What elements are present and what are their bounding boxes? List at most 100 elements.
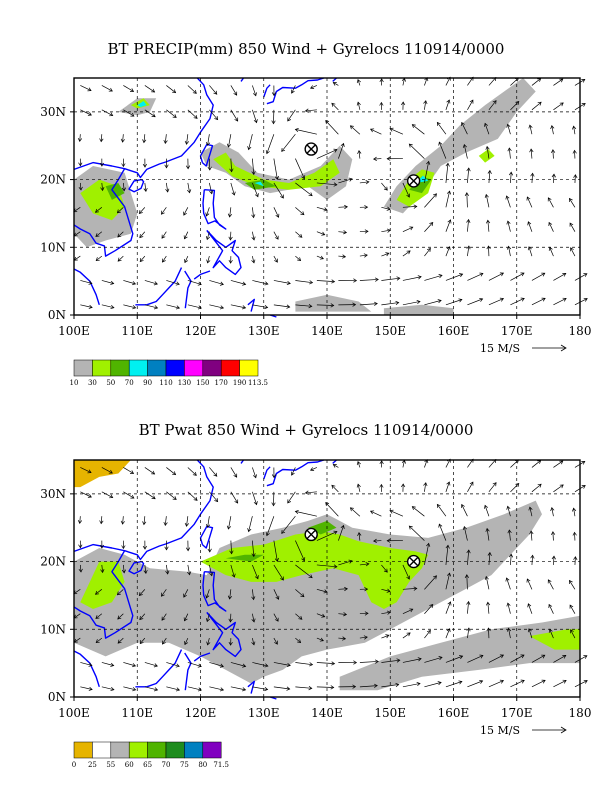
- wind-arrow: [274, 159, 279, 180]
- wind-arrow: [374, 157, 382, 161]
- coastline: [264, 467, 270, 479]
- wind-arrow: [188, 467, 196, 475]
- wind-scale-label: 15 M/S: [480, 724, 520, 737]
- wind-arrow: [510, 298, 524, 305]
- wind-arrow: [403, 227, 413, 232]
- wind-arrow: [164, 134, 168, 143]
- wind-arrow: [551, 508, 555, 517]
- wind-arrow: [338, 279, 356, 283]
- wind-arrow: [532, 78, 541, 85]
- wind-arrow: [123, 280, 135, 284]
- wind-arrow: [188, 110, 197, 119]
- gyre-marker-icon: [408, 175, 420, 187]
- wind-arrow: [358, 151, 362, 159]
- x-tick-label: 130E: [248, 324, 280, 338]
- wind-arrow: [532, 460, 541, 467]
- wind-arrow: [403, 633, 410, 638]
- coastline: [185, 271, 191, 308]
- wind-arrow: [295, 686, 311, 690]
- wind-arrow: [360, 278, 378, 282]
- x-tick-label: 120E: [185, 324, 217, 338]
- wind-arrow: [424, 460, 427, 468]
- wind-arrow: [229, 232, 233, 240]
- wind-arrow: [123, 687, 135, 691]
- wind-arrow: [549, 605, 554, 614]
- y-tick-label: 10N: [40, 240, 66, 254]
- wind-arrow: [102, 662, 114, 666]
- wind-arrow: [282, 134, 296, 151]
- wind-arrow: [317, 662, 335, 666]
- wind-arrow: [291, 85, 295, 93]
- colorbar-swatch: [221, 360, 239, 376]
- wind-arrow: [79, 159, 83, 166]
- gyre-marker-icon: [305, 143, 317, 155]
- wind-arrow: [467, 602, 471, 614]
- wind-arrow: [231, 305, 246, 309]
- wind-arrow: [100, 134, 104, 141]
- wind-arrow: [317, 280, 335, 284]
- x-tick-label: 150E: [374, 324, 406, 338]
- wind-arrow: [80, 110, 91, 116]
- wind-arrow: [272, 467, 276, 477]
- wind-arrow: [510, 460, 518, 468]
- wind-arrow: [143, 159, 147, 168]
- wind-arrow: [553, 485, 563, 492]
- wind-arrow: [357, 102, 361, 110]
- wind-arrow: [424, 483, 428, 492]
- wind-arrow: [338, 255, 345, 259]
- wind-arrow: [357, 80, 361, 86]
- colorbar-label: 10: [70, 379, 79, 387]
- wind-arrow: [326, 503, 339, 517]
- wind-arrow: [446, 299, 462, 305]
- wind-arrow: [161, 207, 166, 214]
- wind-arrow: [380, 102, 384, 109]
- wind-arrow: [530, 531, 534, 541]
- colorbar-swatch: [148, 742, 166, 758]
- wind-arrow: [140, 256, 145, 262]
- wind-arrow: [569, 581, 575, 590]
- wind-arrow: [467, 220, 471, 232]
- colorbar-swatch: [92, 360, 110, 376]
- wind-arrow: [532, 680, 545, 687]
- wind-arrow: [206, 134, 210, 145]
- wind-arrow: [207, 256, 211, 263]
- wind-arrow: [380, 79, 384, 86]
- wind-arrow: [484, 505, 489, 516]
- shading: [74, 78, 536, 315]
- wind-arrow: [248, 134, 253, 149]
- coastline: [135, 268, 181, 305]
- wind-arrow: [266, 134, 274, 153]
- wind-arrow: [162, 232, 166, 238]
- wind-arrow: [272, 85, 276, 95]
- wind-arrow: [381, 635, 388, 638]
- wind-arrow: [527, 579, 532, 589]
- wind-arrow: [446, 191, 451, 207]
- colorbar-label: 50: [106, 379, 115, 387]
- coastline: [125, 78, 214, 178]
- colorbar-swatch: [184, 742, 202, 758]
- wind-arrow: [295, 280, 312, 284]
- wind-arrow: [424, 248, 430, 256]
- wind-arrow: [467, 168, 471, 183]
- wind-arrow: [122, 159, 126, 167]
- wind-arrow: [248, 516, 253, 531]
- wind-arrow: [350, 508, 360, 516]
- wind-arrow: [252, 85, 256, 95]
- wind-arrow: [231, 687, 246, 691]
- wind-arrow: [326, 121, 339, 135]
- wind-arrow: [551, 532, 555, 541]
- wind-arrow: [166, 305, 179, 309]
- wind-arrow: [166, 467, 175, 474]
- wind-arrow: [80, 85, 91, 90]
- wind-arrow: [143, 134, 147, 142]
- wind-arrow: [96, 256, 102, 261]
- wind-arrow: [489, 483, 496, 492]
- y-tick-label: 0N: [48, 308, 66, 322]
- pwat-title: BT Pwat 850 Wind + Gyrelocs 110914/0000: [0, 421, 612, 439]
- wind-arrow: [507, 246, 511, 256]
- wind-arrow: [575, 680, 587, 687]
- wind-arrow: [486, 220, 490, 231]
- x-tick-label: 140E: [311, 706, 343, 720]
